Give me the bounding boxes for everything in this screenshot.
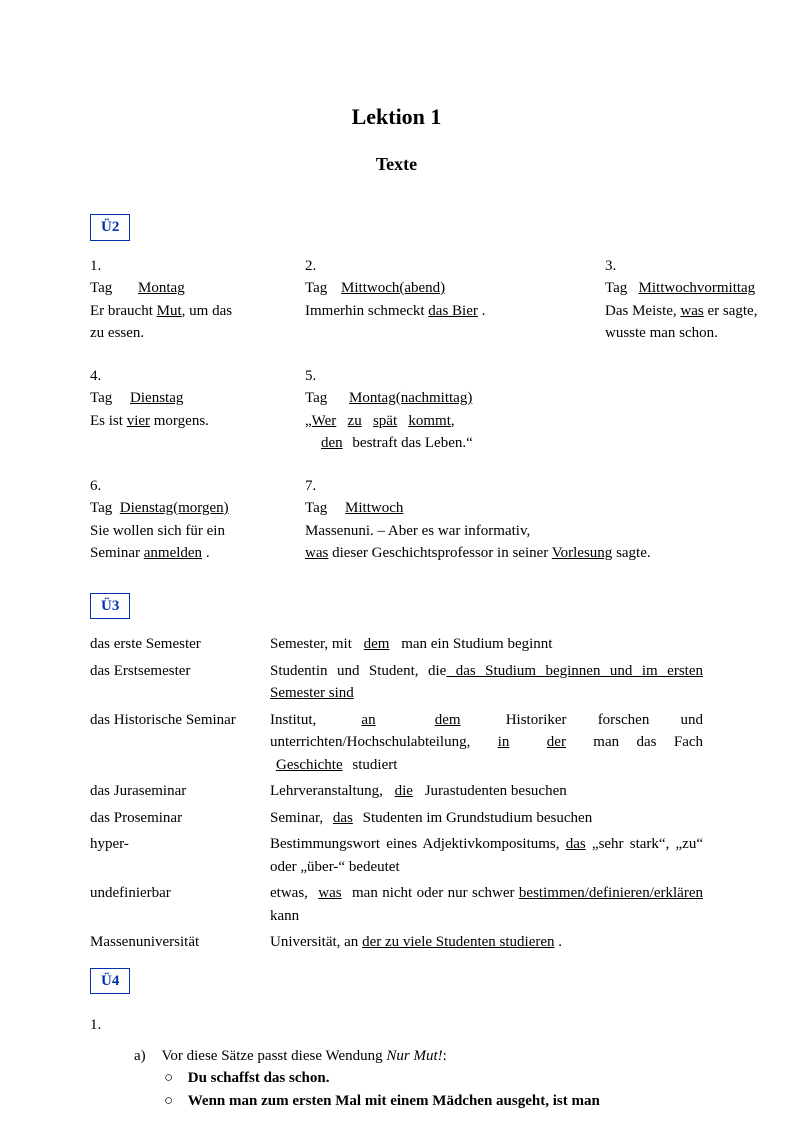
bullet-icon: ○ <box>164 1090 184 1113</box>
bullet-icon: ○ <box>164 1067 184 1090</box>
sub-label: a) <box>134 1045 158 1068</box>
u2-item-7: 7. Tag Mittwoch Massenuni. – Aber es war… <box>305 475 725 565</box>
bullet-item: ○ Wenn man zum ersten Mal mit einem Mädc… <box>164 1090 703 1113</box>
term: Massenuniversität <box>90 931 270 954</box>
sentence: Seminar anmelden . <box>90 542 305 565</box>
sentence: zu essen. <box>90 322 305 345</box>
u3-row: das Historische Seminar Institut, an dem… <box>90 709 703 777</box>
exercise-badge-u3: Ü3 <box>90 593 130 620</box>
tag-label: Tag <box>90 500 112 516</box>
sentence: Es ist vier morgens. <box>90 410 305 433</box>
sentence: wusste man schon. <box>605 322 793 345</box>
definition: Universität, an der zu viele Studenten s… <box>270 931 703 954</box>
item-number: 1. <box>90 1014 703 1037</box>
tag-label: Tag <box>605 280 627 296</box>
tag-line: Tag Montag(nachmittag) <box>305 387 605 410</box>
tag-line: Tag Mittwoch <box>305 497 725 520</box>
tag-value: Montag(nachmittag) <box>331 390 490 406</box>
item-number: 7. <box>305 475 725 498</box>
definition: Semester, mit dem man ein Studium beginn… <box>270 633 703 656</box>
u3-row: das Proseminar Seminar, das Studenten im… <box>90 807 703 830</box>
term: das Juraseminar <box>90 780 270 803</box>
exercise-badge-u2: Ü2 <box>90 214 130 241</box>
tag-value: Mittwoch <box>331 500 417 516</box>
definition: Studentin und Student, die das Studium b… <box>270 660 703 705</box>
bullet-item: ○ Du schaffst das schon. <box>164 1067 703 1090</box>
sentence: Immerhin schmeckt das Bier . <box>305 300 605 323</box>
term: hyper- <box>90 833 270 878</box>
definition: Lehrveranstaltung, die Jurastudenten bes… <box>270 780 703 803</box>
u3-row: hyper- Bestimmungswort eines Adjektivkom… <box>90 833 703 878</box>
term: undefinierbar <box>90 882 270 927</box>
definition: etwas, was man nicht oder nur schwer bes… <box>270 882 703 927</box>
u4-block: 1. a) Vor diese Sätze passt diese Wendun… <box>90 1014 703 1112</box>
u3-table: das erste Semester Semester, mit dem man… <box>90 633 703 954</box>
tag-label: Tag <box>90 280 112 296</box>
u2-item-2: 2. Tag Mittwoch(abend) Immerhin schmeckt… <box>305 255 605 345</box>
tag-line: Tag Mittwochvormittag <box>605 277 793 300</box>
tag-line: Tag Dienstag <box>90 387 305 410</box>
u2-item-5: 5. Tag Montag(nachmittag) „Wer zu spät k… <box>305 365 605 455</box>
term: das Historische Seminar <box>90 709 270 777</box>
u3-row: das Juraseminar Lehrveranstaltung, die J… <box>90 780 703 803</box>
sentence: Sie wollen sich für ein <box>90 520 305 543</box>
bullet-text: Wenn man zum ersten Mal mit einem Mädche… <box>188 1093 600 1109</box>
definition: Institut, an dem Historiker forschen und… <box>270 709 703 777</box>
sentence: den bestraft das Leben.“ <box>305 432 605 455</box>
tag-label: Tag <box>305 500 327 516</box>
item-number: 3. <box>605 255 793 278</box>
tag-value: Dienstag(morgen) <box>120 500 229 516</box>
tag-value: Mittwochvormittag <box>639 280 756 296</box>
u3-row: das Erstsemester Studentin und Student, … <box>90 660 703 705</box>
tag-label: Tag <box>305 280 327 296</box>
tag-label: Tag <box>90 390 112 406</box>
page-title: Lektion 1 <box>90 100 703 133</box>
item-number: 2. <box>305 255 605 278</box>
u2-item-1: 1. Tag Montag Er braucht Mut, um das zu … <box>90 255 305 345</box>
u2-item-6: 6. Tag Dienstag(morgen) Sie wollen sich … <box>90 475 305 565</box>
term: das erste Semester <box>90 633 270 656</box>
exercise-badge-u4: Ü4 <box>90 968 130 995</box>
u3-row: das erste Semester Semester, mit dem man… <box>90 633 703 656</box>
tag-line: Tag Dienstag(morgen) <box>90 497 305 520</box>
sentence: „Wer zu spät kommt, <box>305 410 605 433</box>
u3-row: undefinierbar etwas, was man nicht oder … <box>90 882 703 927</box>
item-number: 5. <box>305 365 605 388</box>
u3-row: Massenuniversität Universität, an der zu… <box>90 931 703 954</box>
tag-line: Tag Mittwoch(abend) <box>305 277 605 300</box>
term: das Erstsemester <box>90 660 270 705</box>
u2-item-4: 4. Tag Dienstag Es ist vier morgens. <box>90 365 305 455</box>
item-number: 1. <box>90 255 305 278</box>
tag-label: Tag <box>305 390 327 406</box>
sentence: Massenuni. – Aber es war informativ, <box>305 520 725 543</box>
u2-grid: 1. Tag Montag Er braucht Mut, um das zu … <box>90 255 703 585</box>
item-number: 4. <box>90 365 305 388</box>
sentence: Das Meiste, was er sagte, <box>605 300 793 323</box>
sentence: Er braucht Mut, um das <box>90 300 305 323</box>
item-number: 6. <box>90 475 305 498</box>
definition: Seminar, das Studenten im Grundstudium b… <box>270 807 703 830</box>
tag-value: Montag <box>116 280 207 296</box>
sub-item-a: a) Vor diese Sätze passt diese Wendung N… <box>134 1045 703 1068</box>
bullet-text: Du schaffst das schon. <box>188 1070 330 1086</box>
u2-item-3: 3. Tag Mittwochvormittag Das Meiste, was… <box>605 255 793 345</box>
term: das Proseminar <box>90 807 270 830</box>
tag-value: Mittwoch(abend) <box>331 280 455 296</box>
definition: Bestimmungswort eines Adjektivkompositum… <box>270 833 703 878</box>
tag-value: Dienstag <box>116 390 197 406</box>
sentence: was dieser Geschichtsprofessor in seiner… <box>305 542 725 565</box>
tag-line: Tag Montag <box>90 277 305 300</box>
page-subtitle: Texte <box>90 151 703 178</box>
